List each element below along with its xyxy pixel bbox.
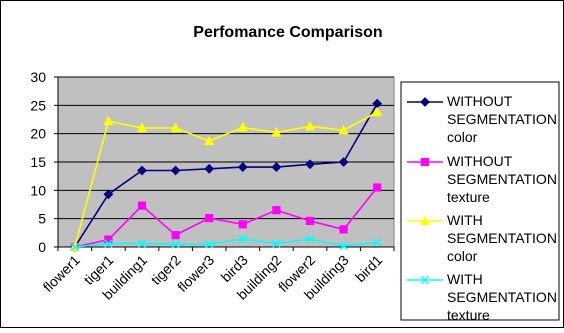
series-2-point-tiger2: [171, 231, 180, 240]
series-3-point-flower2: [304, 120, 316, 131]
legend: WITHOUT SEGMENTATION color WITHOUT SEGMENTAT…: [400, 81, 560, 323]
series-4-point-flower2-stroke-b: [305, 234, 315, 244]
series-2-point-building1: [137, 201, 147, 210]
series-4-point-bird1-stroke-b: [373, 238, 382, 247]
legend-entry-1: WITHOUT SEGMENTATION color: [407, 93, 557, 145]
series-2-point-flower3: [205, 214, 214, 223]
legend-label-1-line-2: SEGMENTATION: [447, 111, 557, 127]
series-1-point-tiger2: [170, 165, 181, 176]
series-4-point-building2-stroke-b: [272, 239, 281, 248]
legend-label-4-line-1: WITH: [447, 271, 483, 287]
series-2-point-building2: [272, 206, 281, 215]
series-1-line: [74, 103, 378, 248]
legend-label-3-line-2: SEGMENTATION: [447, 230, 557, 246]
series-group: [69, 98, 383, 252]
y-tick-label-30: 30: [30, 69, 46, 85]
series-3-point-bird1: [372, 106, 383, 117]
y-tick-label-25: 25: [30, 97, 46, 113]
series-3-point-bird3: [237, 121, 248, 132]
series-3-point-tiger2: [170, 122, 181, 133]
series-1: [69, 98, 383, 252]
series-4-point-bird3-stroke-b: [238, 234, 247, 244]
series-2-point-tiger1: [104, 235, 113, 244]
legend-label-4-line-2: SEGMENTATION: [447, 289, 557, 305]
series-3-line: [74, 111, 378, 248]
series-4-point-building3: [339, 241, 348, 250]
y-tick-label-5: 5: [38, 211, 46, 227]
series-3-point-flower3: [204, 135, 215, 146]
series-3: [69, 106, 383, 252]
series-4-point-building3-stroke-b: [339, 241, 348, 250]
series-1-point-tiger1: [103, 189, 114, 200]
series-2-point-bird3: [238, 220, 247, 229]
legend-label-4-line-3: texture: [447, 307, 490, 323]
legend-label-3-line-3: color: [447, 248, 478, 264]
series-2-point-bird1: [373, 183, 382, 192]
series-1-point-bird3: [237, 162, 248, 173]
legend-marker-4: [420, 275, 430, 285]
series-4-line: [74, 238, 378, 248]
series-4-point-tiger2: [171, 240, 180, 249]
legend-entry-2: WITHOUT SEGMENTATION texture: [407, 153, 557, 205]
series-1-point-building1: [137, 165, 147, 176]
legend-marker-1: [420, 97, 430, 107]
series-4-point-bird3: [238, 234, 247, 244]
series-4-point-flower1-stroke-b: [70, 242, 79, 252]
legend-label-3-line-1: WITH: [447, 212, 483, 228]
legend-label-1-line-3: color: [447, 129, 478, 145]
legend-entry-4: WITH SEGMENTATION texture: [407, 271, 557, 323]
legend-label-2-line-1: WITHOUT: [447, 153, 513, 169]
legend-label-2-line-3: texture: [447, 189, 490, 205]
series-4-point-building2: [272, 239, 281, 248]
series-4-point-building1: [137, 239, 147, 248]
legend-marker-4-stroke-b: [420, 275, 430, 285]
series-3-point-tiger1: [103, 115, 114, 126]
series-4-point-tiger1-stroke-b: [104, 239, 113, 248]
series-4-point-flower1: [70, 242, 79, 252]
legend-label-1-line-1: WITHOUT: [447, 93, 513, 109]
series-2-point-building3: [339, 225, 348, 234]
series-1-point-flower3: [204, 163, 215, 174]
series-1-point-building2: [271, 162, 282, 173]
legend-marker-3: [419, 215, 431, 226]
series-2-line: [74, 186, 378, 248]
series-4-point-tiger2-stroke-b: [171, 240, 180, 249]
series-1-point-flower2: [305, 159, 315, 170]
series-3-point-building2: [271, 127, 282, 137]
legend-marker-2: [420, 157, 430, 167]
series-4-point-tiger1: [104, 239, 113, 248]
series-3-point-building3: [338, 124, 349, 135]
series-1-point-building3: [338, 157, 349, 167]
series-3-point-building1: [136, 122, 148, 133]
y-tick-label-10: 10: [30, 182, 46, 198]
series-4-point-bird1: [373, 238, 382, 247]
series-4-point-flower3-stroke-b: [205, 240, 214, 249]
series-4-point-building1-stroke-b: [137, 239, 147, 248]
legend-label-2-line-2: SEGMENTATION: [447, 171, 557, 187]
series-4: [70, 234, 382, 252]
y-tick-label-0: 0: [38, 239, 46, 255]
legend-entry-3: WITH SEGMENTATION color: [407, 212, 557, 264]
y-tick-label-20: 20: [30, 126, 46, 142]
series-4-point-flower3: [205, 240, 214, 249]
chart-title: Perfomance Comparison: [193, 24, 382, 41]
series-4-point-flower2: [305, 234, 315, 244]
y-tick-label-15: 15: [30, 154, 46, 170]
series-2-point-flower2: [305, 216, 315, 226]
